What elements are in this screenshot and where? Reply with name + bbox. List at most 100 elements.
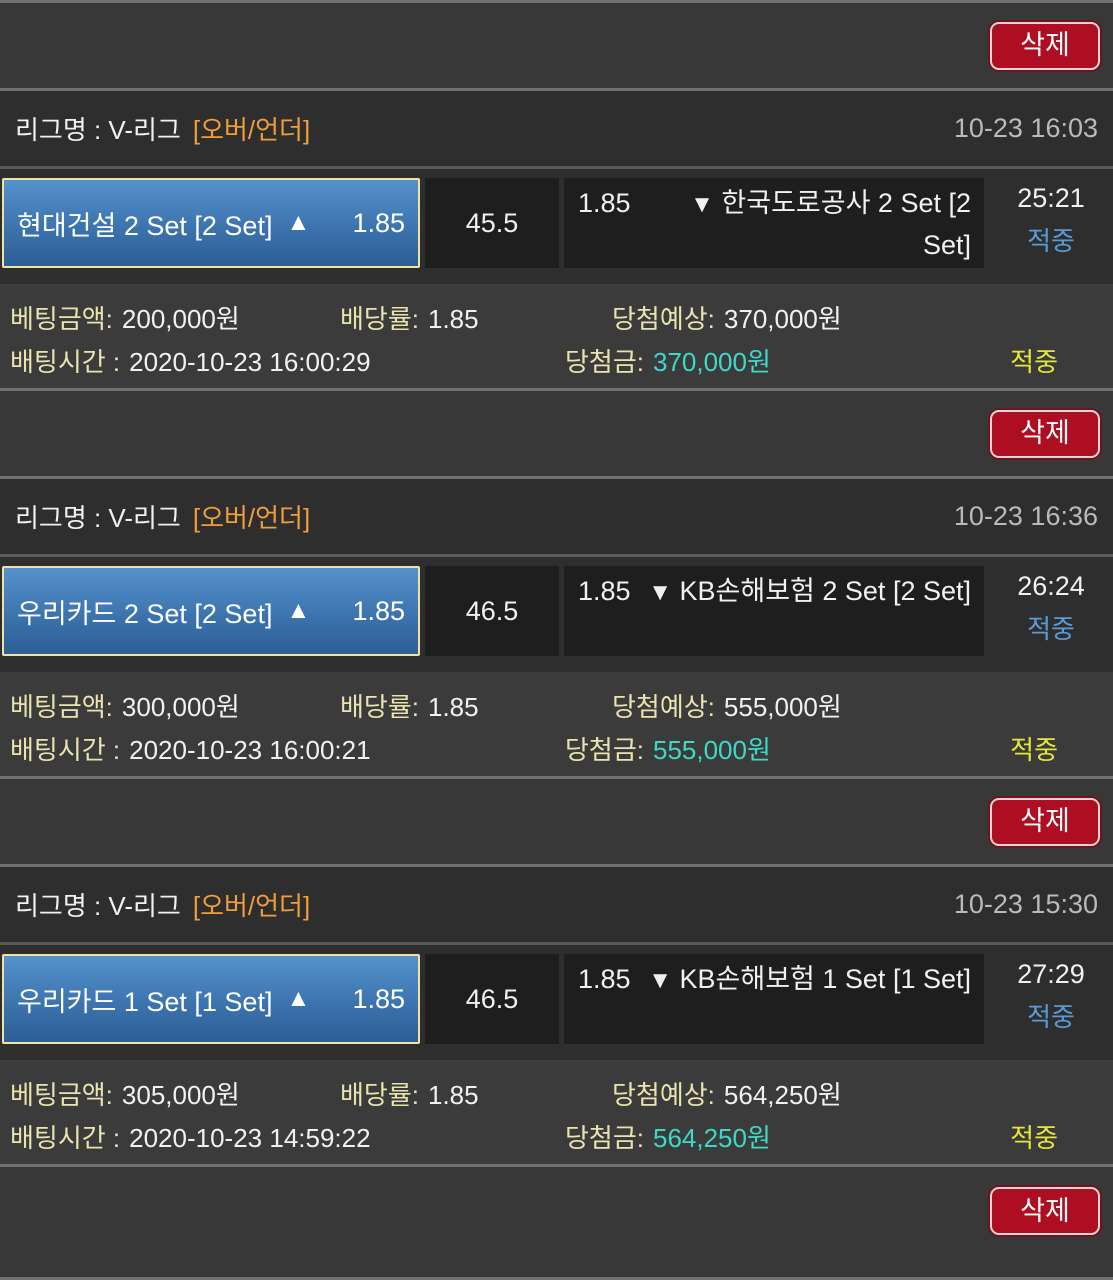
expected-win-segment: 당첨예상: 555,000원 — [612, 687, 1103, 724]
payout-label: 당첨금: — [565, 735, 644, 765]
match-status-badge: 적중 — [1027, 1002, 1075, 1032]
match-status-badge: 적중 — [1027, 226, 1075, 256]
expected-win-value: 564,250원 — [723, 1080, 842, 1110]
bet-result-badge: 적중 — [1010, 735, 1058, 765]
expected-win-value: 370,000원 — [723, 304, 842, 334]
expected-win-label: 당첨예상: — [612, 692, 715, 722]
payout-value: 564,250원 — [652, 1123, 771, 1153]
over-pick-odds: 1.85 — [352, 595, 405, 626]
over-pick-name: 우리카드 2 Set [2 Set] — [17, 598, 273, 629]
under-team-name: KB손해보험 1 Set [1 Set] — [679, 964, 971, 994]
odds-segment: 배당률: 1.85 — [340, 1075, 612, 1112]
delete-bar: 삭제 — [0, 0, 1113, 91]
bet-details: 베팅금액: 300,000원 배당률: 1.85 당첨예상: 555,000원 배팅시… — [0, 672, 1113, 776]
bet-time-value: 2020-10-23 14:59:22 — [129, 1123, 371, 1153]
delete-bar: 삭제 — [0, 1164, 1113, 1280]
odds-value: 1.85 — [427, 304, 479, 334]
details-row-2: 배팅시간 : 2020-10-23 16:00:21 당첨금: 555,000원 적… — [10, 727, 1103, 770]
bet-datetime: 10-23 15:30 — [953, 889, 1098, 919]
details-row-1: 베팅금액: 305,000원 배당률: 1.85 당첨예상: 564,250원 — [10, 1072, 1103, 1115]
over-pick-name: 현대건설 2 Set [2 Set] — [17, 210, 273, 241]
payout-value: 370,000원 — [652, 347, 771, 377]
match-score: 25:21 — [1017, 183, 1085, 213]
under-arrow-icon: ▼ — [690, 191, 714, 218]
delete-bar: 삭제 — [0, 776, 1113, 867]
expected-win-label: 당첨예상: — [612, 1080, 715, 1110]
under-arrow-icon: ▼ — [648, 579, 672, 606]
delete-bar: 삭제 — [0, 388, 1113, 479]
payout-label: 당첨금: — [565, 347, 644, 377]
bet-row: 우리카드 1 Set [1 Set] ▲ 1.85 46.5 1.85 ▼ KB… — [0, 942, 1113, 1060]
over-arrow-icon: ▲ — [286, 209, 311, 236]
bet-time-value: 2020-10-23 16:00:29 — [129, 347, 371, 377]
bet-amount-label: 베팅금액: — [10, 692, 113, 722]
under-team-name: 한국도로공사 2 Set [2 Set] — [721, 188, 971, 260]
result-segment: 적중 — [1010, 730, 1103, 767]
bet-details: 베팅금액: 200,000원 배당률: 1.85 당첨예상: 370,000원 배팅시… — [0, 284, 1113, 388]
bet-time-label: 배팅시간 : — [10, 735, 121, 765]
bet-result-badge: 적중 — [1010, 347, 1058, 377]
league-name: 리그명 : V-리그 — [15, 115, 181, 145]
payout-segment: 당첨금: 370,000원 — [565, 342, 771, 379]
match-info: 26:24 적중 — [989, 566, 1113, 646]
bet-time-segment: 배팅시간 : 2020-10-23 16:00:29 — [10, 342, 565, 379]
payout-value: 555,000원 — [652, 735, 771, 765]
expected-win-segment: 당첨예상: 370,000원 — [612, 299, 1103, 336]
under-team-name: KB손해보험 2 Set [2 Set] — [679, 576, 971, 606]
bet-amount-segment: 베팅금액: 200,000원 — [10, 299, 340, 336]
league-market-tag: [오버/언더] — [192, 115, 311, 145]
odds-value: 1.85 — [427, 1080, 479, 1110]
match-score: 27:29 — [1017, 959, 1085, 989]
bet-result-badge: 적중 — [1010, 1123, 1058, 1153]
selected-over-pick-cell: 우리카드 1 Set [1 Set] ▲ 1.85 — [2, 954, 420, 1044]
bet-time-segment: 배팅시간 : 2020-10-23 16:00:21 — [10, 730, 565, 767]
result-segment: 적중 — [1010, 342, 1103, 379]
bet-time-label: 배팅시간 : — [10, 347, 121, 377]
league-market-tag: [오버/언더] — [192, 891, 311, 921]
league-row: 리그명 : V-리그 [오버/언더] 10-23 16:36 — [0, 479, 1113, 554]
odds-label: 배당률: — [340, 1080, 419, 1110]
expected-win-segment: 당첨예상: 564,250원 — [612, 1075, 1103, 1112]
handicap-line-value: 45.5 — [465, 207, 519, 238]
bet-amount-label: 베팅금액: — [10, 1080, 113, 1110]
delete-button[interactable]: 삭제 — [990, 21, 1100, 70]
bet-amount-value: 200,000원 — [121, 304, 240, 334]
league-market-tag: [오버/언더] — [192, 503, 311, 533]
bet-time-label: 배팅시간 : — [10, 1123, 121, 1153]
payout-segment: 당첨금: 555,000원 — [565, 730, 771, 767]
over-arrow-icon: ▲ — [286, 597, 311, 624]
expected-win-label: 당첨예상: — [612, 304, 715, 334]
handicap-line-value: 46.5 — [465, 983, 519, 1014]
handicap-line-cell: 45.5 — [425, 178, 559, 268]
over-pick-odds: 1.85 — [352, 207, 405, 238]
bet-amount-segment: 베팅금액: 300,000원 — [10, 687, 340, 724]
match-info: 27:29 적중 — [989, 954, 1113, 1034]
bet-card: 리그명 : V-리그 [오버/언더] 10-23 15:30 우리카드 1 Se… — [0, 867, 1113, 1164]
selected-over-pick-cell: 현대건설 2 Set [2 Set] ▲ 1.85 — [2, 178, 420, 268]
match-info: 25:21 적중 — [989, 178, 1113, 258]
league-row: 리그명 : V-리그 [오버/언더] 10-23 15:30 — [0, 867, 1113, 942]
bet-amount-value: 305,000원 — [121, 1080, 240, 1110]
over-arrow-icon: ▲ — [286, 985, 311, 1012]
match-score: 26:24 — [1017, 571, 1085, 601]
under-pick-cell: 1.85 ▼ 한국도로공사 2 Set [2 Set] — [564, 178, 984, 268]
delete-button[interactable]: 삭제 — [990, 797, 1100, 846]
odds-segment: 배당률: 1.85 — [340, 687, 612, 724]
delete-button[interactable]: 삭제 — [990, 1187, 1100, 1235]
details-row-2: 배팅시간 : 2020-10-23 14:59:22 당첨금: 564,250원 적… — [10, 1115, 1103, 1158]
handicap-line-value: 46.5 — [465, 595, 519, 626]
bet-amount-value: 300,000원 — [121, 692, 240, 722]
delete-button[interactable]: 삭제 — [990, 409, 1100, 458]
odds-label: 배당률: — [340, 304, 419, 334]
under-pick-cell: 1.85 ▼ KB손해보험 2 Set [2 Set] — [564, 566, 984, 656]
handicap-line-cell: 46.5 — [425, 566, 559, 656]
selected-over-pick-cell: 우리카드 2 Set [2 Set] ▲ 1.85 — [2, 566, 420, 656]
details-row-1: 베팅금액: 300,000원 배당률: 1.85 당첨예상: 555,000원 — [10, 684, 1103, 727]
under-pick-cell: 1.85 ▼ KB손해보험 1 Set [1 Set] — [564, 954, 984, 1044]
odds-segment: 배당률: 1.85 — [340, 299, 612, 336]
bet-datetime: 10-23 16:03 — [953, 113, 1098, 143]
odds-label: 배당률: — [340, 692, 419, 722]
handicap-line-cell: 46.5 — [425, 954, 559, 1044]
bet-details: 베팅금액: 305,000원 배당률: 1.85 당첨예상: 564,250원 배팅시… — [0, 1060, 1113, 1164]
